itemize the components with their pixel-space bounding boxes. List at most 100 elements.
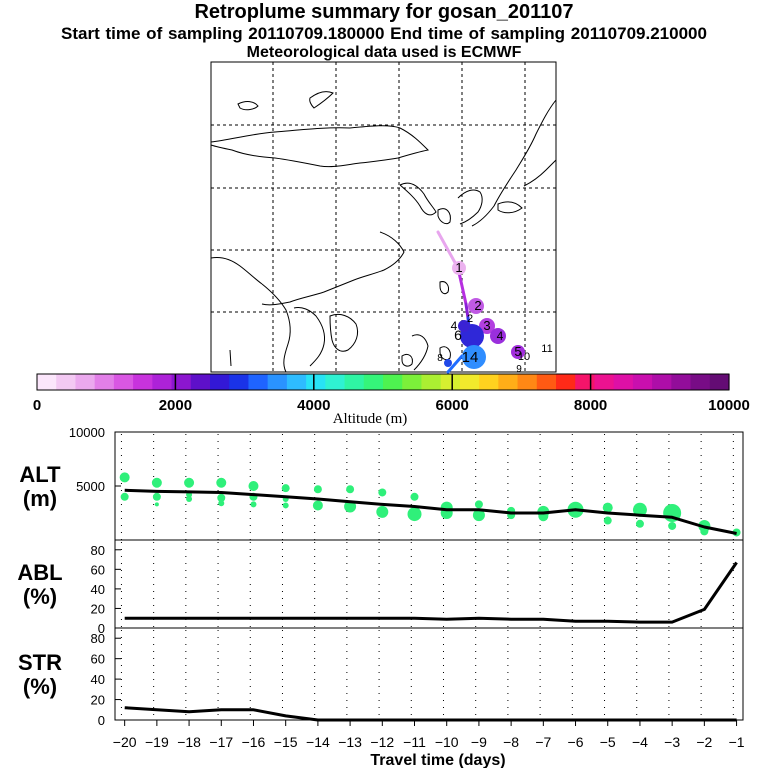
scatter-point [474,500,483,509]
y-tick-label: 60 [91,652,105,667]
x-tick-label: −11 [403,734,426,750]
y-tick-label: 20 [91,601,105,616]
colorbar-tick-label: 2000 [159,397,192,414]
x-tick-label: −17 [209,734,233,750]
colorbar-swatch [363,374,384,390]
map-frame [210,61,557,373]
scatter-point [282,502,289,509]
x-tick-label: −9 [471,734,487,750]
x-tick-label: −19 [145,734,169,750]
colorbar-swatch [652,374,672,390]
scatter-point [632,502,647,517]
series-line [124,706,737,722]
series-line [124,561,738,624]
scatter-point [472,509,485,522]
x-tick-label: −12 [370,734,394,750]
scatter-point [217,493,226,502]
trajectory-label: 9 [516,364,522,375]
scatter-point [346,485,355,494]
colorbar-swatch [594,374,615,390]
colorbar-swatch [632,374,653,390]
scatter-point [376,505,389,518]
trajectory-label: 2 [474,298,481,313]
sampling-time-line: Start time of sampling 20110709.180000 E… [61,24,707,43]
colorbar-swatch [459,374,480,390]
colorbar-swatch [344,374,365,390]
scatter-point [602,502,613,513]
colorbar-swatch [479,374,499,390]
panel-alt: 5000 10000 ALT(m) [19,425,744,541]
colorbar-swatch [171,374,192,390]
map-graticule [211,62,556,372]
trajectory-label: 11 [541,343,552,355]
y-axis-label: (%) [23,584,57,609]
y-tick-label: 80 [91,631,105,646]
scatter-point [378,488,387,497]
colorbar-frame [36,373,730,391]
y-tick-label: 5000 [76,479,105,494]
scatter-point [635,519,644,528]
trajectory-label: 1 [455,260,462,275]
y-axis-label: ABL [17,560,62,585]
x-tick-label: −15 [274,734,298,750]
scatter-point [186,495,193,502]
colorbar-tick-label: 0 [33,397,41,414]
colorbar-swatch [383,374,403,390]
colorbar-swatch [113,374,134,390]
x-tick-label: −1 [729,734,745,750]
scatter-point [151,477,162,488]
colorbar-swatch [286,374,307,390]
altitude-colorbar: 0 2000 4000 6000 8000 10000 [33,373,750,414]
y-tick-label: 0 [98,713,105,728]
plume-markers [444,261,525,369]
scatter-point [312,500,323,511]
colorbar-tick-label: 6000 [436,397,469,414]
colorbar-swatch [671,374,692,390]
colorbar-swatch [402,374,423,390]
scatter-point [281,484,290,493]
x-tick-label: −6 [568,734,584,750]
scatter-point [120,492,129,501]
colorbar-swatch [210,374,230,390]
scatter-point [344,500,357,513]
x-tick-label: −18 [177,734,201,750]
colorbar-tick-label: 4000 [297,397,330,414]
trajectory-label: 8 [437,353,443,364]
series-line [124,488,737,535]
colorbar-swatch [75,374,96,390]
colorbar-swatch [229,374,250,390]
colorbar-tick-label: 8000 [574,397,607,414]
colorbar-swatch [709,374,730,390]
x-tick-label: −20 [113,734,137,750]
x-tick-label: −14 [306,734,330,750]
coastlines [210,91,557,373]
colorbar-swatch [690,374,711,390]
colorbar-swatch [575,374,596,390]
time-series-panels: 500010000ALT(m)020406080ABL(%)020406080S… [17,425,744,768]
trajectory-label: 14 [462,349,479,366]
scatter-point [248,481,259,491]
trajectory-label: 6 [454,327,462,343]
colorbar-swatch [306,374,326,390]
x-tick-label: −3 [664,734,680,750]
x-tick-label: −2 [696,734,712,750]
colorbar-swatch [421,374,442,390]
scatter-point [603,516,612,525]
colorbar-swatch [190,374,211,390]
trajectory-label: 3 [483,318,490,333]
x-tick-label: −13 [338,734,362,750]
x-tick-label: −5 [600,734,616,750]
panel-frame [114,539,744,629]
y-tick-label: 40 [91,672,105,687]
scatter-point [218,500,225,507]
x-tick-label: −4 [632,734,648,750]
trajectory-label: 5 [514,344,521,359]
y-tick-label: 80 [91,543,105,558]
colorbar-swatch [498,374,519,390]
colorbar-swatch [440,374,461,390]
colorbar-swatch [613,374,634,390]
colorbar-swatch [94,374,115,390]
